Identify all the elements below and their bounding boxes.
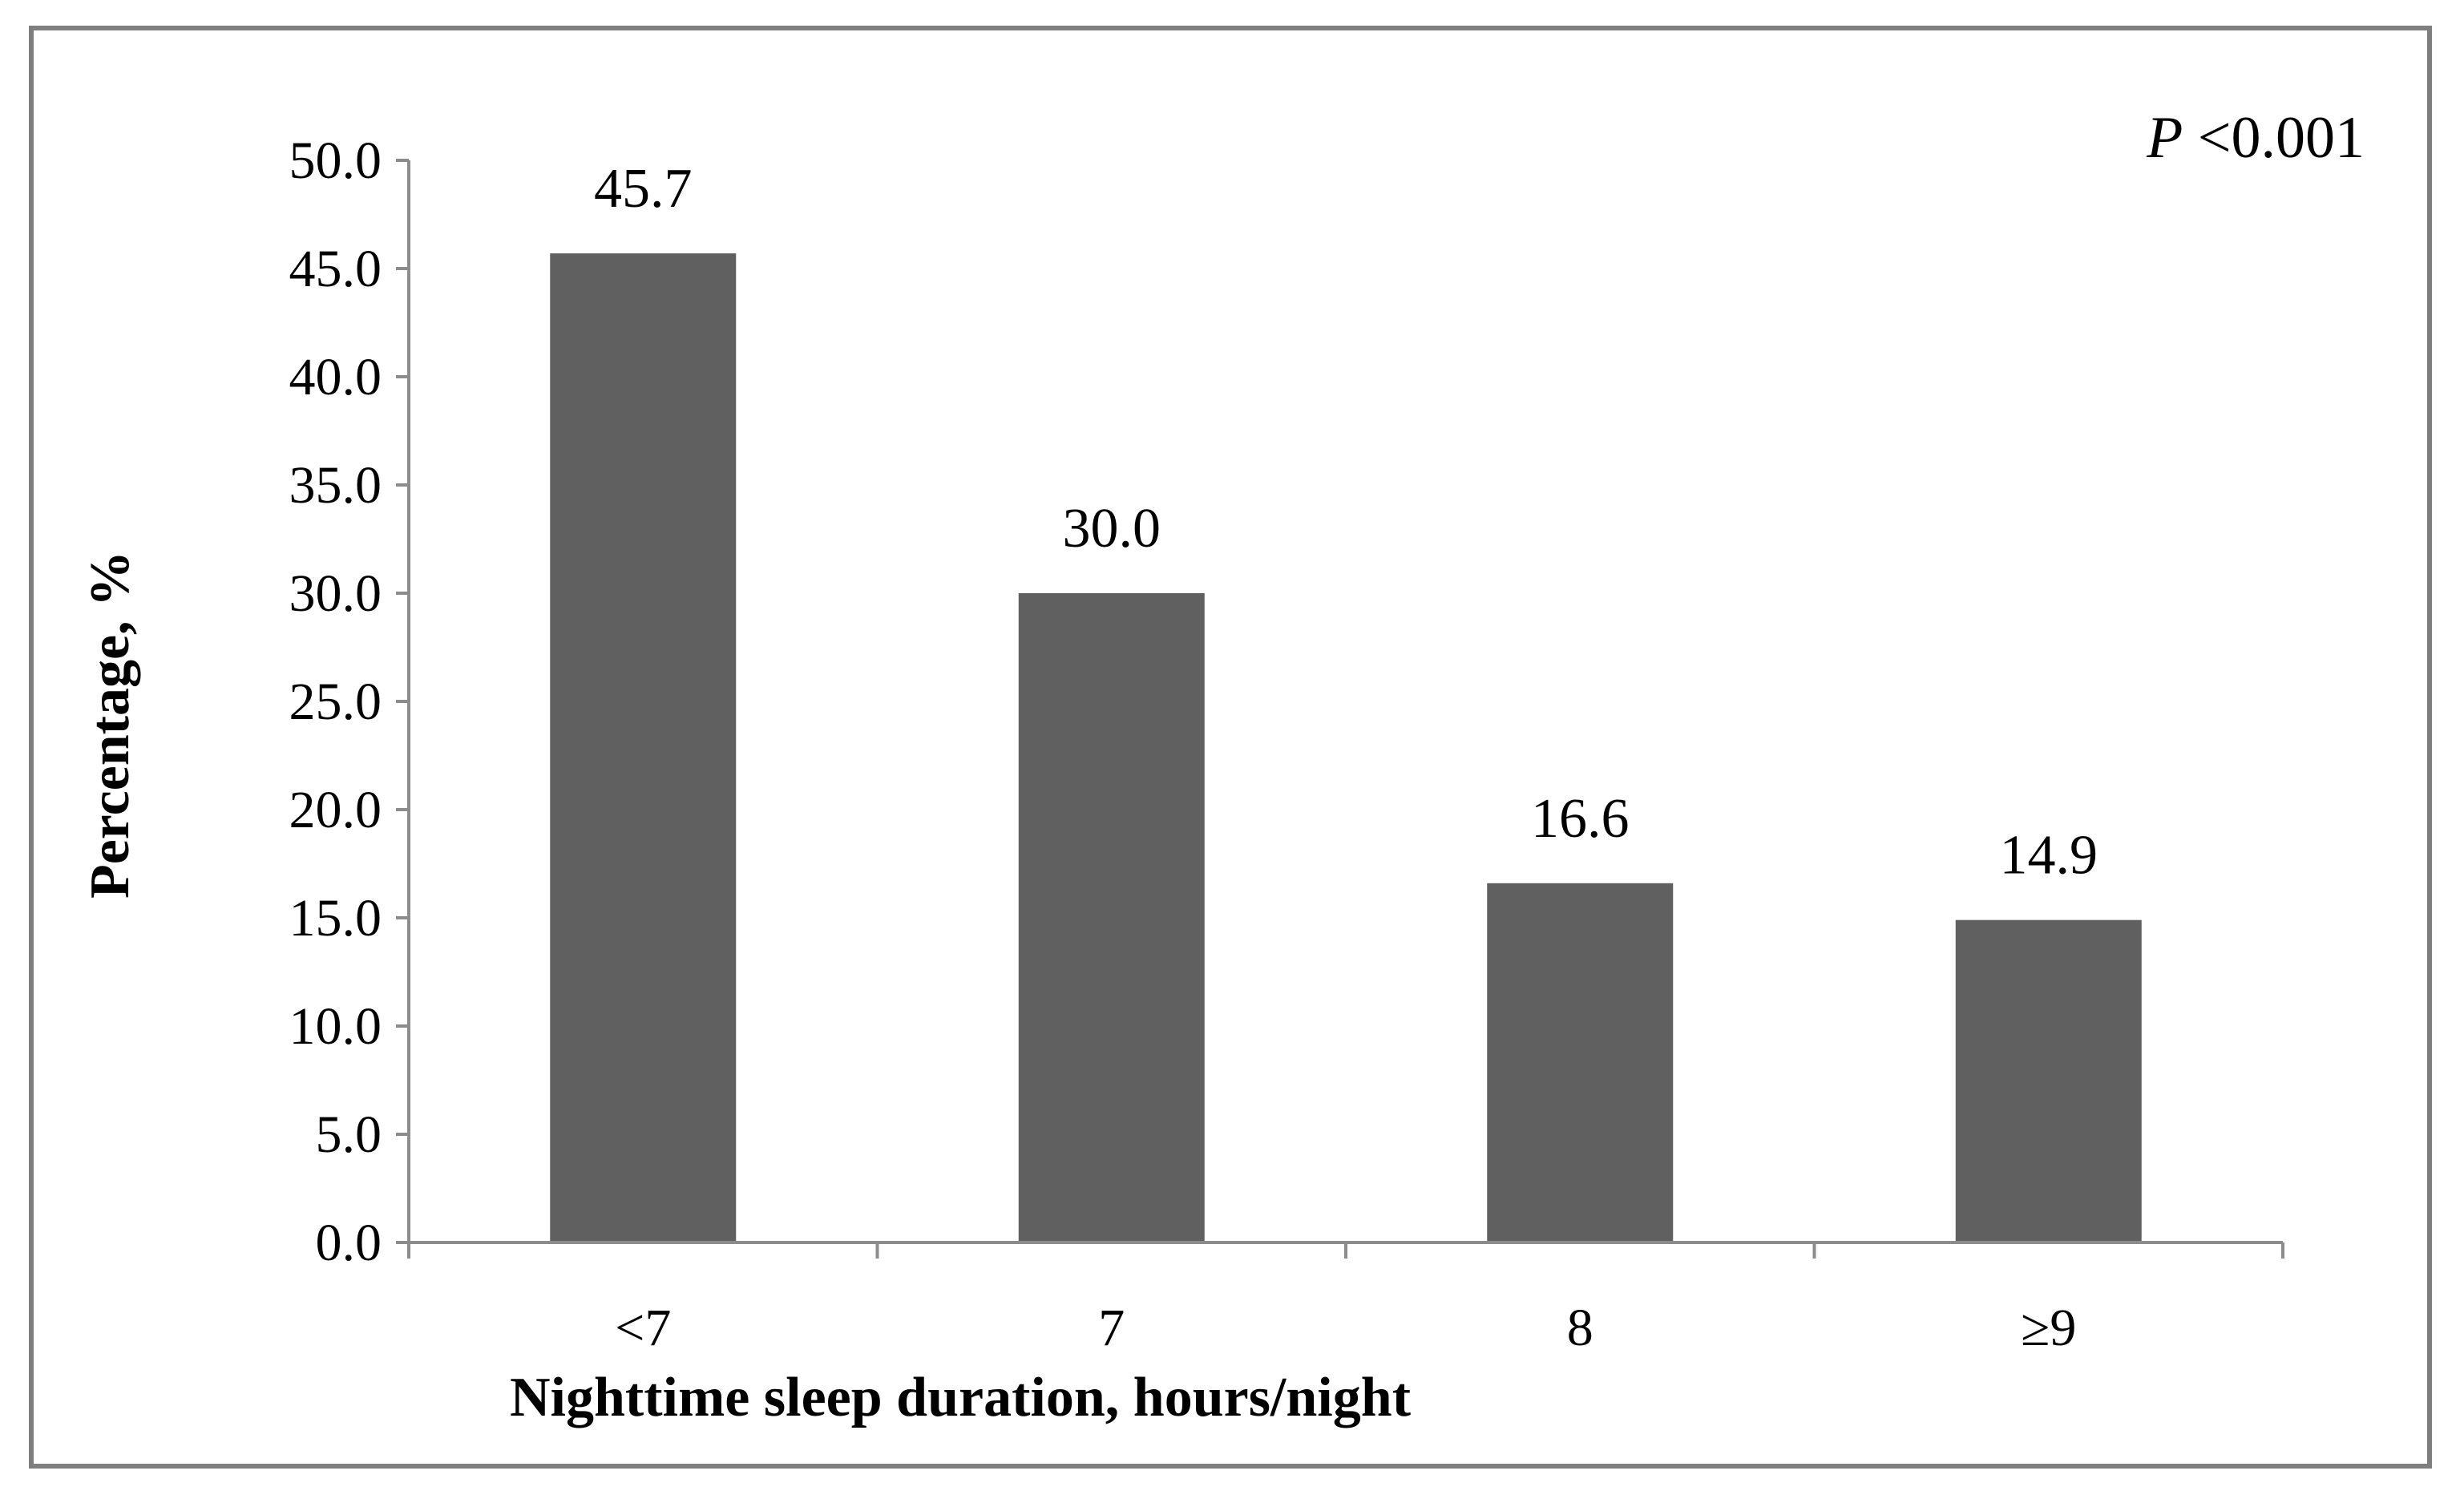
bar-value-label: 14.9	[2000, 825, 2098, 887]
x-axis-ticks: <7 7 8 ≥9	[407, 1242, 2284, 1357]
y-axis-title: Percentage, %	[79, 551, 141, 899]
x-tick-label: 8	[1567, 1299, 1594, 1357]
bar	[1955, 919, 2142, 1242]
y-tick-label: 10.0	[289, 997, 382, 1056]
bar	[1018, 593, 1205, 1242]
bar	[550, 253, 737, 1243]
p-value-symbol: P	[2146, 105, 2183, 171]
y-tick-label: 30.0	[289, 564, 382, 623]
bar-value-label: 30.0	[1063, 498, 1161, 560]
y-tick-label: 15.0	[289, 889, 382, 947]
y-tick-label: 25.0	[289, 673, 382, 731]
x-tick-label: 7	[1098, 1299, 1125, 1357]
y-tick-label: 0.0	[316, 1214, 382, 1272]
x-tick-label: <7	[615, 1299, 671, 1357]
p-value-annotation: P <0.001	[2146, 105, 2365, 171]
y-tick-label: 45.0	[289, 240, 382, 298]
y-tick-label: 50.0	[289, 131, 382, 190]
x-axis-title: Nighttime sleep duration, hours/night	[510, 1367, 1411, 1428]
x-tick-label: ≥9	[2021, 1299, 2076, 1357]
p-value-text: <0.001	[2183, 105, 2365, 171]
y-tick-label: 35.0	[289, 456, 382, 515]
y-tick-label: 40.0	[289, 348, 382, 406]
y-axis-ticks: 0.0 5.0 10.0 15.0 20.0 25.0 30.0 35.0 40.0 45.0 50…	[289, 131, 409, 1272]
y-tick-label: 5.0	[316, 1105, 382, 1164]
bars	[550, 253, 2142, 1243]
data-labels: 45.7 30.0 16.6 14.9	[594, 158, 2098, 887]
bar	[1487, 883, 1674, 1242]
bar-value-label: 16.6	[1531, 788, 1630, 850]
y-tick-label: 20.0	[289, 781, 382, 839]
bar-value-label: 45.7	[594, 158, 693, 220]
